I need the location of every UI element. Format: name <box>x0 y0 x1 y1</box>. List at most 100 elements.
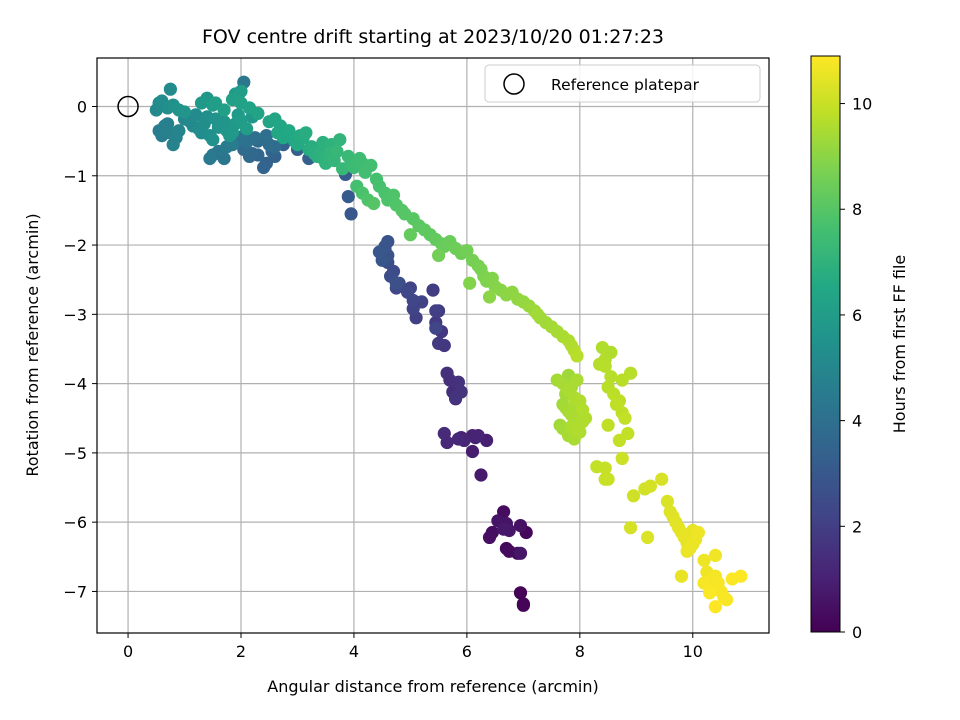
scatter-point <box>516 597 531 611</box>
scatter-point <box>206 133 220 147</box>
scatter-point <box>432 248 446 262</box>
scatter-point <box>240 122 254 136</box>
scatter-point <box>720 593 734 607</box>
scatter-point <box>674 569 689 583</box>
colorbar-tick-label: 8 <box>852 200 862 219</box>
reference-platepar-marker <box>117 95 139 118</box>
x-axis-label: Angular distance from reference (arcmin) <box>267 677 598 696</box>
scatter-point <box>471 429 485 443</box>
scatter-point <box>367 196 381 211</box>
scatter-point <box>570 424 584 438</box>
scatter-point <box>299 126 313 140</box>
y-tick-label: −3 <box>63 305 87 324</box>
y-tick-label: −6 <box>63 513 87 532</box>
scatter-point <box>333 133 347 147</box>
scatter-point <box>697 576 711 590</box>
y-axis-label: Rotation from reference (arcmin) <box>23 213 42 476</box>
scatter-point <box>177 105 192 119</box>
scatter-point <box>463 276 477 290</box>
scatter-point <box>655 472 669 486</box>
colorbar-gradient <box>810 55 841 633</box>
scatter-point <box>437 426 451 441</box>
scatter-point <box>194 96 209 110</box>
scatter-point <box>429 321 443 335</box>
scatter-point <box>474 468 488 482</box>
scatter-point <box>259 129 273 143</box>
scatter-point <box>626 489 641 503</box>
scatter-point <box>497 522 511 536</box>
x-tick-label: 4 <box>349 642 359 661</box>
scatter-point <box>660 494 675 508</box>
scatter-point <box>234 84 248 98</box>
x-tick-label: 0 <box>123 642 133 661</box>
scatter-point <box>612 433 627 447</box>
colorbar-tick-label: 10 <box>852 95 872 114</box>
scatter-point <box>460 244 474 258</box>
scatter-point <box>426 283 440 297</box>
y-tick-label: 0 <box>77 97 87 116</box>
colorbar-tick-label: 6 <box>852 306 862 325</box>
scatter-point <box>615 451 629 465</box>
x-tick-label: 6 <box>462 642 472 661</box>
colorbar: 0 2 4 6 8 10 Hours from first FF file <box>810 55 909 642</box>
scatter-point <box>341 190 355 204</box>
scatter-point <box>708 548 723 563</box>
scatter-point <box>344 207 358 221</box>
y-tick-label: −1 <box>63 167 87 186</box>
legend-entry-label: Reference platepar <box>551 76 700 94</box>
grid-lines <box>97 58 769 633</box>
scatter-point <box>513 519 528 533</box>
scatter-point <box>465 444 480 459</box>
scatter-point <box>482 290 497 304</box>
scatter-point <box>440 366 454 380</box>
scatter-point <box>364 158 378 172</box>
scatter-point <box>708 600 723 614</box>
scatter-point <box>429 304 443 318</box>
colorbar-ticks: 0 2 4 6 8 10 <box>840 95 872 642</box>
colorbar-tick-label: 4 <box>852 412 862 431</box>
scatter-point <box>697 553 711 567</box>
legend: Reference platepar <box>484 64 761 103</box>
scatter-point <box>282 124 296 138</box>
scatter-point <box>703 586 717 600</box>
scatter-point <box>601 418 615 432</box>
scatter-point <box>372 245 386 259</box>
scatter-point <box>691 525 706 540</box>
scatter-point <box>389 276 403 290</box>
scatter-point <box>432 336 446 350</box>
x-tick-label: 2 <box>236 642 246 661</box>
scatter-point <box>598 472 612 486</box>
legend-marker <box>503 73 525 95</box>
scatter-point <box>570 373 584 387</box>
x-axis-ticks: 0 2 4 6 8 10 <box>123 633 703 661</box>
y-tick-label: −7 <box>63 582 87 601</box>
scatter-point <box>203 151 217 166</box>
scatter-point <box>217 103 231 117</box>
scatter-point <box>680 544 694 558</box>
scatter-point <box>482 530 497 545</box>
y-tick-label: −2 <box>63 236 87 255</box>
scatter-point <box>251 106 265 120</box>
scatter-point <box>257 160 271 175</box>
scatter-point <box>449 390 463 405</box>
scatter-point <box>330 144 344 159</box>
scatter-point <box>163 82 177 96</box>
scatter-point <box>401 285 415 299</box>
scatter-point <box>641 530 655 545</box>
scatter-point <box>598 461 612 475</box>
scatter-points <box>149 75 748 614</box>
scatter-point <box>451 432 465 446</box>
colorbar-label: Hours from first FF file <box>890 255 909 434</box>
x-tick-label: 8 <box>575 642 585 661</box>
y-tick-label: −4 <box>63 375 87 394</box>
scatter-point <box>189 108 203 122</box>
colorbar-tick-label: 2 <box>852 517 862 536</box>
scatter-point <box>618 411 632 425</box>
scatter-point <box>570 349 584 363</box>
colorbar-tick-label: 0 <box>852 623 862 642</box>
y-tick-label: −5 <box>63 444 87 463</box>
scatter-point <box>624 521 638 535</box>
scatter-point <box>595 341 610 355</box>
scatter-point <box>513 546 528 560</box>
